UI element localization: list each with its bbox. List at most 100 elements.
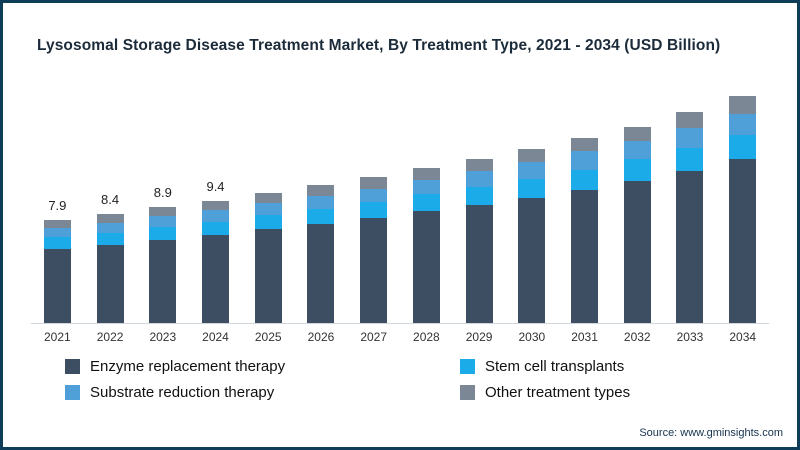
stacked-bar-2030 <box>518 148 546 323</box>
bar-total-label: 8.9 <box>153 185 172 201</box>
x-axis-label: 2026 <box>307 330 335 344</box>
stacked-bar-2031 <box>571 138 599 323</box>
bar-segment <box>360 189 388 203</box>
x-axis-label: 2023 <box>149 330 177 344</box>
bar-segment <box>202 209 230 222</box>
legend-label: Enzyme replacement therapy <box>90 358 286 375</box>
legend-swatch-icon <box>65 359 80 374</box>
bar-segment <box>43 248 71 323</box>
bar-segment <box>571 138 599 152</box>
bar-total-label: 7.9 <box>48 198 67 214</box>
bar-column-2022: 8.4 <box>84 73 137 323</box>
bar-segment <box>729 159 757 323</box>
bar-segment <box>307 195 335 209</box>
bar-column-2021: 7.9 <box>31 73 84 323</box>
legend-label: Substrate reduction therapy <box>90 384 275 401</box>
bar-column-2023: 8.9 <box>136 73 189 323</box>
legend-item: Enzyme replacement therapy <box>65 358 460 375</box>
legend-label: Stem cell transplants <box>485 358 625 375</box>
legend-item: Stem cell transplants <box>460 358 797 375</box>
x-axis-label: 2029 <box>465 330 493 344</box>
bar-segment <box>43 228 71 238</box>
bar-segment <box>623 126 651 142</box>
bar-segment <box>571 151 599 170</box>
stacked-bar-2034 <box>729 95 757 323</box>
bar-column-2031 <box>558 73 611 323</box>
bar-segment <box>254 193 282 204</box>
bar-segment <box>149 207 177 217</box>
x-axis-label: 2033 <box>676 330 704 344</box>
stacked-bar-2029 <box>465 159 493 323</box>
bar-segment <box>571 190 599 323</box>
bar-column-2029 <box>453 73 506 323</box>
stacked-bar-2027 <box>360 177 388 323</box>
bar-segment <box>96 222 124 234</box>
legend-swatch-icon <box>65 385 80 400</box>
stacked-bar-2028 <box>412 168 440 323</box>
stacked-bar-2032 <box>623 126 651 323</box>
bar-segment <box>729 95 757 114</box>
bar-column-2032 <box>611 73 664 323</box>
bar-column-2027 <box>347 73 400 323</box>
x-axis-label: 2025 <box>254 330 282 344</box>
x-axis-labels: 2021 2022 2023 2024 2025 2026 2027 2028 2029 2030… <box>31 330 769 344</box>
x-axis-label: 2024 <box>202 330 229 344</box>
legend-swatch-icon <box>460 385 475 400</box>
x-axis-label: 2030 <box>518 330 546 344</box>
plot-area: 7.9 8.4 8.9 9.4 <box>31 73 769 324</box>
bar-segment <box>202 221 230 235</box>
bar-segment <box>676 170 704 323</box>
bar-segment <box>307 224 335 323</box>
bar-segment <box>571 169 599 191</box>
x-axis-label: 2031 <box>571 330 598 344</box>
stacked-bar-2024 <box>202 200 230 323</box>
bar-segment <box>623 159 651 182</box>
x-axis-label: 2028 <box>413 330 440 344</box>
bar-segment <box>676 147 704 171</box>
x-axis-label: 2027 <box>360 330 388 344</box>
bar-segment <box>412 194 440 212</box>
x-axis-label: 2034 <box>729 330 757 344</box>
bar-segment <box>96 233 124 245</box>
stacked-bar-2026 <box>307 185 335 323</box>
bar-segment <box>729 134 757 160</box>
bar-segment <box>412 180 440 195</box>
stacked-bar-2025 <box>254 193 282 323</box>
chart-area: 7.9 8.4 8.9 9.4 2021 2022 2023 2024 2025 2026 202… <box>31 73 769 344</box>
bar-segment <box>465 170 493 187</box>
bar-segment <box>307 185 335 196</box>
stacked-bar-2023 <box>149 207 177 323</box>
bar-segment <box>623 181 651 323</box>
bar-column-2028 <box>400 73 453 323</box>
bar-segment <box>254 229 282 323</box>
bar-segment <box>729 113 757 135</box>
bar-segment <box>412 168 440 181</box>
source-credit: Source: www.gminsights.com <box>639 427 783 439</box>
bar-segment <box>465 204 493 323</box>
legend-swatch-icon <box>460 359 475 374</box>
legend: Enzyme replacement therapy Stem cell tran… <box>65 358 797 401</box>
bar-segment <box>465 186 493 205</box>
x-axis-label: 2021 <box>44 330 71 344</box>
bar-segment <box>43 220 71 229</box>
bar-total-label: 9.4 <box>206 178 225 194</box>
bar-column-2034 <box>716 73 769 323</box>
bar-segment <box>676 128 704 148</box>
bar-column-2030 <box>505 73 558 323</box>
legend-label: Other treatment types <box>485 384 631 401</box>
bar-segment <box>360 177 388 190</box>
legend-item: Other treatment types <box>460 384 797 401</box>
bar-segment <box>676 112 704 129</box>
bar-segment <box>149 239 177 323</box>
bar-segment <box>518 161 546 179</box>
bar-segment <box>518 178 546 199</box>
bar-segment <box>43 237 71 249</box>
bar-segment <box>202 234 230 323</box>
stacked-bar-2021 <box>43 220 71 323</box>
bar-segment <box>149 216 177 227</box>
stacked-bar-2022 <box>96 213 124 323</box>
bar-column-2025 <box>242 73 295 323</box>
bar-segment <box>518 198 546 323</box>
bar-segment <box>623 141 651 160</box>
bar-column-2033 <box>664 73 717 323</box>
